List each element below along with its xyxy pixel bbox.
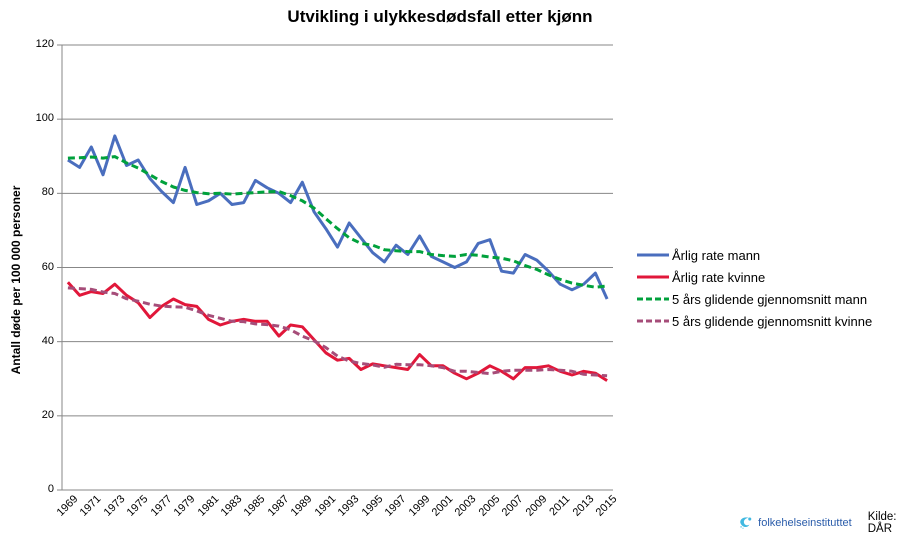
x-tick-label: 1985 [242,493,268,519]
legend-item-annual-mann: Årlig rate mann [637,244,872,266]
x-tick-label: 2015 [593,493,620,519]
x-tick-label: 2001 [429,493,456,519]
x-tick-label: 1989 [289,493,315,519]
legend-item-ma-kvinne: 5 års glidende gjennomsnitt kvinne [637,310,872,332]
legend-line-swatch [637,297,669,301]
x-tick-label: 1993 [335,493,362,519]
series-line-1 [66,281,608,382]
x-tick-label: 1995 [359,493,386,519]
x-tick-label: 1971 [77,493,104,519]
x-tick-label: 1975 [124,493,151,519]
x-tick-label: 2013 [570,493,597,519]
x-tick-label: 2003 [453,493,479,519]
y-tick-label: 100 [35,112,54,125]
x-tick-label: 1979 [171,493,198,519]
x-tick-label: 1977 [148,493,175,519]
legend-item-ma-mann: 5 års glidende gjennomsnitt mann [637,288,872,310]
legend-line-swatch [637,253,669,257]
x-tick-label: 2005 [476,493,503,519]
x-tick-label: 1973 [101,493,128,519]
x-tick-label: 2007 [500,493,526,519]
y-tick-label: 20 [41,408,54,421]
legend-label: Årlig rate mann [672,247,761,263]
legend-line-swatch [637,275,669,279]
legend-label: 5 års glidende gjennomsnitt kvinne [672,313,873,329]
x-tick-label: 1997 [382,493,409,519]
legend-label: 5 års glidende gjennomsnitt mann [672,291,868,307]
footer: folkehelseinstituttet Kilde: DÅR [738,511,909,535]
x-tick-label: 1999 [406,493,433,519]
source-label: Kilde: DÅR [867,511,897,535]
series-line-0 [67,134,609,300]
legend: Årlig rate mann Årlig rate kvinne 5 års … [637,244,872,332]
fhi-logo-icon [740,517,752,529]
y-tick-label: 80 [41,186,54,199]
y-tick-label: 60 [41,260,54,273]
series-line-3 [67,286,608,378]
y-tick-label: 40 [41,334,54,347]
plot-area [57,44,613,491]
fhi-logo-text: folkehelseinstituttet [758,517,852,529]
x-tick-label: 1991 [312,493,339,519]
x-tick-label: 1981 [195,493,222,519]
series-line-2 [67,155,608,289]
legend-label: Årlig rate kvinne [672,269,766,285]
legend-item-annual-kvinne: Årlig rate kvinne [637,266,872,288]
x-tick-label: 2011 [547,493,573,519]
y-tick-label: 120 [35,38,54,50]
x-tick-label: 1987 [265,493,292,519]
x-tick-label: 2009 [523,493,550,519]
chart-title: Utvikling i ulykkesdødsfall etter kjønn [287,7,593,26]
x-tick-label: 1983 [218,493,245,519]
y-tick-label: 0 [47,483,54,495]
legend-line-swatch [637,319,669,323]
x-tick-label: 1969 [54,493,81,519]
